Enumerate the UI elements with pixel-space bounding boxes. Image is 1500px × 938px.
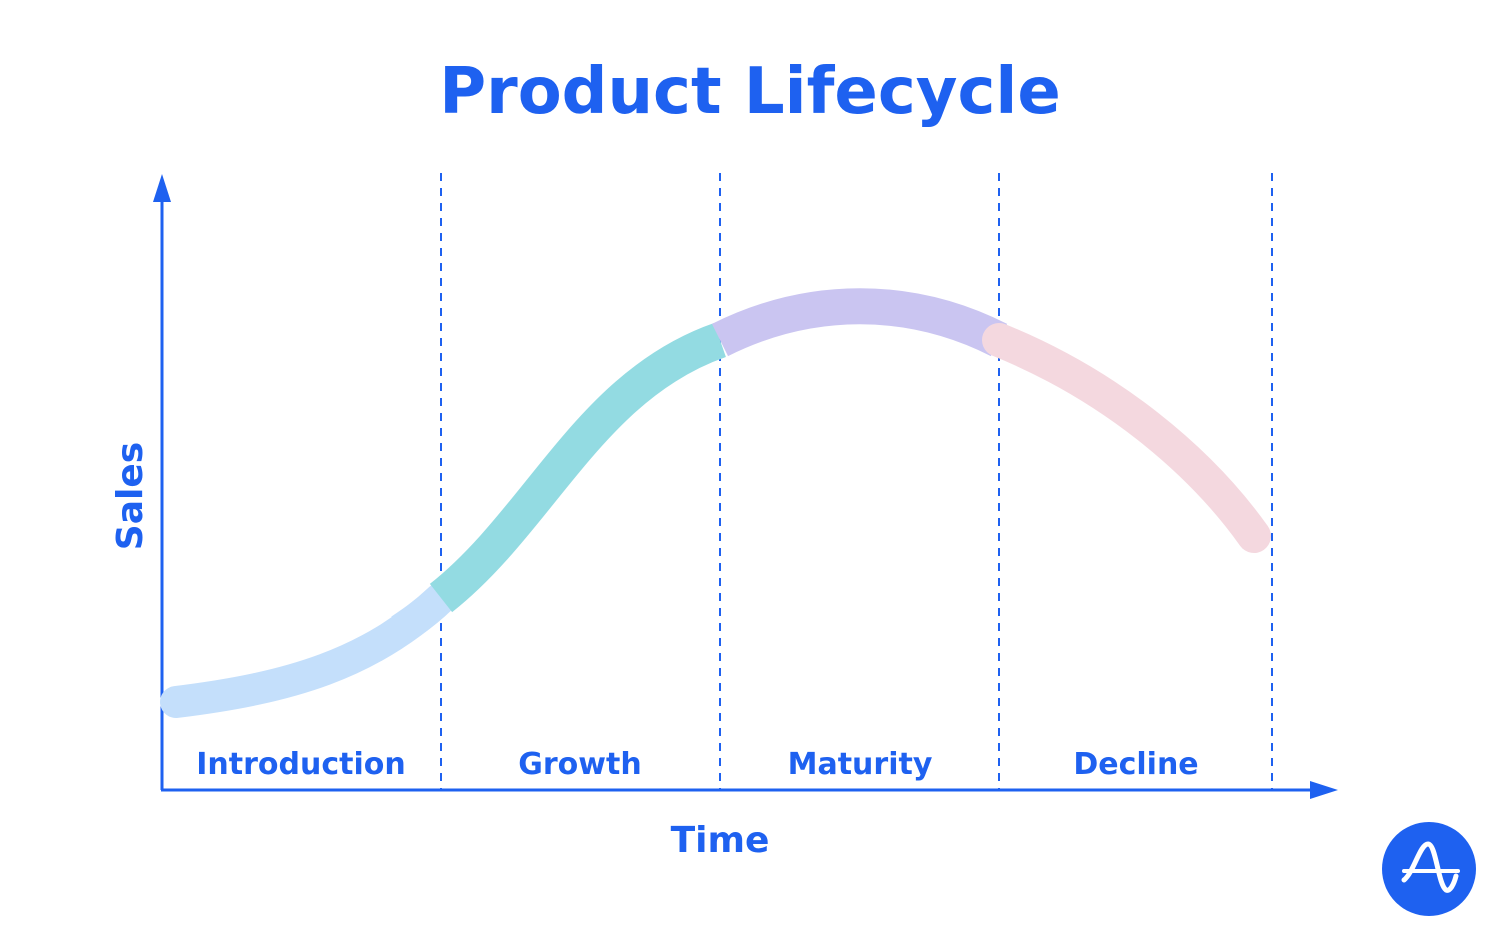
y-axis-label: Sales [110, 442, 151, 550]
y-axis-arrow-icon [153, 174, 171, 202]
growth-curve-segment [429, 322, 727, 613]
stage-label-growth: Growth [518, 747, 641, 782]
amplitude-logo-icon [1382, 822, 1476, 916]
stage-label-introduction: Introduction [196, 747, 405, 782]
introduction-curve-segment-end [391, 586, 453, 644]
page-title: Product Lifecycle [439, 55, 1061, 129]
x-axis-arrow-icon [1310, 781, 1338, 799]
decline-curve-segment [982, 323, 1271, 553]
x-axis-label: Time [671, 820, 770, 861]
stage-label-decline: Decline [1073, 747, 1198, 782]
stage-label-maturity: Maturity [788, 747, 933, 782]
maturity-curve-segment [711, 288, 1008, 357]
